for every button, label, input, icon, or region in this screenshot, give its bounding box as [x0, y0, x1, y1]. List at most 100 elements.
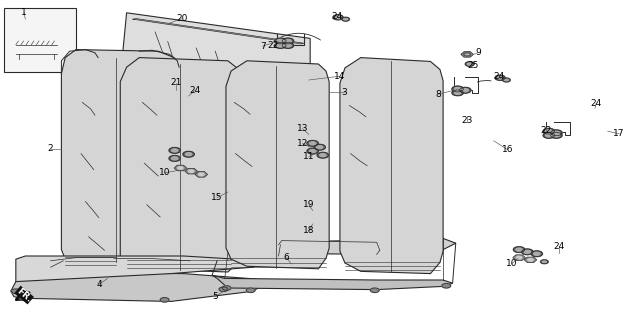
Polygon shape	[212, 275, 453, 290]
Text: 24: 24	[553, 242, 565, 251]
Text: 6: 6	[284, 253, 290, 262]
Circle shape	[465, 62, 474, 66]
Circle shape	[317, 152, 329, 158]
Text: 7: 7	[260, 42, 266, 51]
Circle shape	[553, 134, 560, 137]
Text: 22: 22	[268, 41, 279, 50]
Circle shape	[442, 284, 451, 288]
Circle shape	[169, 148, 180, 153]
Circle shape	[320, 154, 326, 157]
Text: 5: 5	[212, 292, 218, 301]
Text: 13: 13	[297, 124, 308, 133]
Text: 23: 23	[461, 116, 473, 125]
Circle shape	[454, 91, 461, 94]
Text: 9: 9	[475, 48, 481, 57]
Circle shape	[246, 288, 255, 292]
Circle shape	[522, 249, 533, 255]
Text: 21: 21	[170, 78, 182, 87]
Polygon shape	[120, 58, 242, 272]
Circle shape	[528, 259, 533, 261]
Text: 12: 12	[297, 139, 308, 148]
Circle shape	[534, 252, 540, 255]
Polygon shape	[461, 52, 473, 57]
Circle shape	[185, 153, 192, 156]
Circle shape	[513, 247, 525, 252]
Circle shape	[505, 79, 508, 81]
Circle shape	[524, 250, 530, 253]
Text: 18: 18	[303, 226, 315, 235]
Text: 22: 22	[541, 126, 552, 135]
Polygon shape	[11, 273, 263, 301]
Circle shape	[465, 53, 469, 55]
Circle shape	[543, 132, 555, 138]
Polygon shape	[174, 165, 187, 171]
Circle shape	[285, 39, 291, 43]
Circle shape	[307, 148, 318, 154]
Circle shape	[178, 167, 183, 169]
Circle shape	[310, 142, 316, 145]
Polygon shape	[112, 13, 310, 192]
Circle shape	[172, 149, 178, 152]
Text: 10: 10	[506, 260, 517, 268]
Circle shape	[307, 140, 318, 146]
Polygon shape	[226, 61, 329, 269]
Polygon shape	[217, 238, 456, 261]
Polygon shape	[340, 58, 443, 274]
Text: 24: 24	[331, 12, 342, 20]
Circle shape	[516, 248, 522, 251]
Circle shape	[551, 132, 562, 138]
Text: 19: 19	[303, 200, 315, 209]
Circle shape	[452, 86, 463, 92]
Polygon shape	[524, 257, 537, 263]
Bar	[4, 8, 76, 72]
Circle shape	[11, 289, 20, 293]
Text: FR.: FR.	[15, 286, 34, 304]
Circle shape	[199, 173, 204, 176]
Polygon shape	[185, 168, 197, 174]
Circle shape	[465, 53, 470, 56]
Circle shape	[310, 149, 316, 153]
Circle shape	[316, 146, 323, 149]
Circle shape	[219, 287, 228, 292]
Circle shape	[553, 131, 560, 134]
Circle shape	[169, 156, 180, 161]
Text: 1: 1	[21, 8, 27, 17]
Circle shape	[517, 256, 522, 259]
Circle shape	[344, 18, 348, 20]
Circle shape	[460, 87, 471, 93]
Text: 20: 20	[177, 14, 188, 23]
Circle shape	[498, 76, 503, 79]
Circle shape	[541, 260, 548, 264]
Circle shape	[370, 288, 379, 292]
Circle shape	[342, 17, 349, 21]
Circle shape	[464, 53, 470, 56]
Text: 24: 24	[591, 99, 602, 108]
Circle shape	[222, 286, 231, 290]
Text: 8: 8	[436, 90, 442, 99]
Text: 15: 15	[211, 193, 223, 202]
Circle shape	[467, 63, 472, 65]
Circle shape	[183, 151, 194, 157]
Circle shape	[160, 298, 169, 302]
Circle shape	[452, 90, 463, 96]
Circle shape	[275, 38, 286, 44]
Text: 11: 11	[303, 152, 315, 161]
Text: 4: 4	[97, 280, 102, 289]
Polygon shape	[195, 172, 208, 177]
Circle shape	[546, 134, 552, 137]
Circle shape	[462, 89, 468, 92]
Polygon shape	[513, 255, 525, 260]
Text: 14: 14	[334, 72, 346, 81]
Circle shape	[495, 75, 505, 80]
Text: 24: 24	[189, 86, 201, 95]
Circle shape	[282, 38, 294, 44]
Polygon shape	[16, 256, 263, 282]
Circle shape	[277, 44, 284, 47]
Circle shape	[277, 39, 284, 43]
Circle shape	[275, 43, 286, 48]
Circle shape	[531, 251, 542, 257]
Circle shape	[172, 157, 178, 160]
Text: 16: 16	[502, 145, 513, 154]
Circle shape	[543, 128, 555, 134]
Circle shape	[314, 144, 325, 150]
